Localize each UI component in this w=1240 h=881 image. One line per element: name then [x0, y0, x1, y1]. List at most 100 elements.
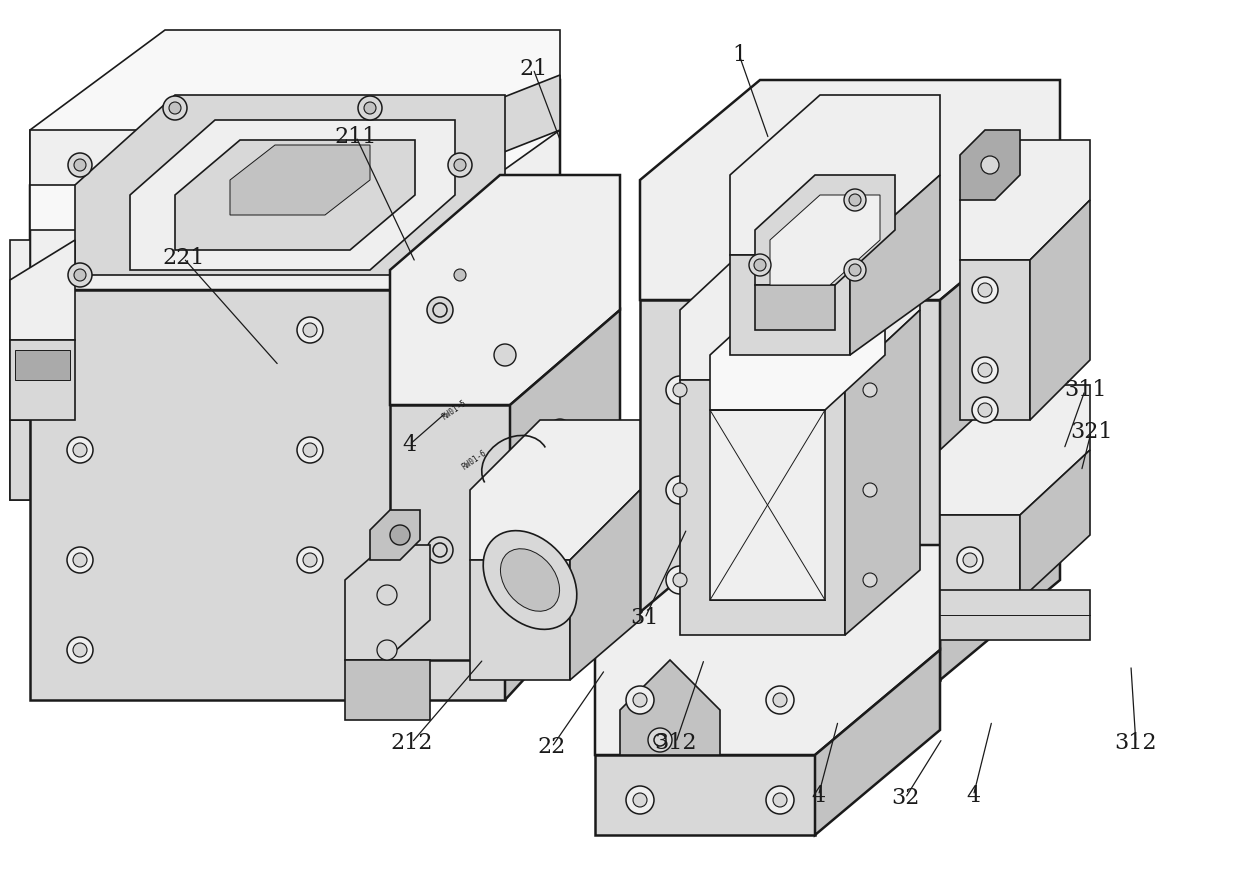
Polygon shape — [595, 545, 940, 755]
Circle shape — [844, 189, 866, 211]
Polygon shape — [30, 30, 560, 230]
Text: 1: 1 — [732, 44, 746, 65]
Circle shape — [448, 263, 472, 287]
Circle shape — [972, 397, 998, 423]
Circle shape — [454, 159, 466, 171]
Circle shape — [773, 693, 787, 707]
Circle shape — [454, 269, 466, 281]
Ellipse shape — [484, 530, 577, 629]
Polygon shape — [10, 340, 74, 420]
Text: 221: 221 — [162, 248, 205, 269]
Circle shape — [863, 573, 877, 587]
Circle shape — [303, 443, 317, 457]
Circle shape — [73, 553, 87, 567]
Text: 4: 4 — [811, 785, 826, 806]
Polygon shape — [345, 660, 430, 720]
Circle shape — [856, 566, 884, 594]
Circle shape — [453, 553, 467, 567]
Circle shape — [863, 383, 877, 397]
Polygon shape — [30, 290, 505, 700]
Polygon shape — [345, 545, 430, 660]
Polygon shape — [960, 260, 1030, 420]
Polygon shape — [391, 175, 620, 405]
Circle shape — [67, 547, 93, 573]
Circle shape — [303, 323, 317, 337]
Polygon shape — [755, 175, 895, 285]
Circle shape — [849, 264, 861, 276]
Circle shape — [427, 537, 453, 563]
Circle shape — [972, 277, 998, 303]
Polygon shape — [130, 120, 455, 270]
Polygon shape — [770, 195, 880, 285]
Polygon shape — [595, 755, 815, 835]
Polygon shape — [730, 255, 849, 355]
Polygon shape — [470, 560, 570, 680]
Polygon shape — [30, 130, 420, 185]
Text: 211: 211 — [335, 126, 377, 147]
Circle shape — [453, 443, 467, 457]
Circle shape — [773, 383, 787, 397]
Circle shape — [67, 437, 93, 463]
Polygon shape — [74, 95, 505, 275]
Polygon shape — [940, 515, 1021, 600]
Text: 312: 312 — [655, 732, 697, 753]
Circle shape — [298, 437, 322, 463]
Polygon shape — [10, 240, 74, 340]
Circle shape — [863, 483, 877, 497]
Circle shape — [649, 728, 672, 752]
Circle shape — [754, 259, 766, 271]
Text: 212: 212 — [391, 732, 433, 753]
Circle shape — [73, 443, 87, 457]
Polygon shape — [849, 175, 940, 355]
Polygon shape — [960, 130, 1021, 200]
Circle shape — [74, 269, 86, 281]
Circle shape — [766, 686, 794, 714]
Polygon shape — [391, 405, 510, 660]
Ellipse shape — [501, 549, 559, 611]
Polygon shape — [505, 185, 560, 700]
Polygon shape — [510, 310, 620, 660]
Text: 22: 22 — [538, 737, 565, 758]
Polygon shape — [755, 285, 835, 330]
Polygon shape — [175, 140, 415, 250]
Polygon shape — [420, 75, 560, 185]
Circle shape — [957, 547, 983, 573]
Circle shape — [856, 476, 884, 504]
Circle shape — [67, 637, 93, 663]
Circle shape — [494, 344, 516, 366]
Circle shape — [162, 96, 187, 120]
Text: RW01-6: RW01-6 — [460, 448, 487, 471]
Text: 31: 31 — [631, 608, 658, 629]
Circle shape — [849, 194, 861, 206]
Polygon shape — [844, 310, 920, 635]
Text: 321: 321 — [1070, 421, 1112, 442]
Polygon shape — [940, 385, 1090, 515]
Polygon shape — [1030, 200, 1090, 420]
Polygon shape — [640, 80, 1060, 300]
Circle shape — [773, 573, 787, 587]
Circle shape — [766, 376, 794, 404]
Circle shape — [169, 102, 181, 114]
Polygon shape — [711, 410, 825, 600]
Circle shape — [963, 553, 977, 567]
Circle shape — [626, 786, 653, 814]
Circle shape — [766, 786, 794, 814]
Polygon shape — [229, 145, 370, 215]
Circle shape — [448, 153, 472, 177]
Polygon shape — [570, 490, 640, 680]
Circle shape — [446, 547, 472, 573]
Text: 4: 4 — [402, 434, 417, 455]
Text: RW01-5: RW01-5 — [440, 398, 467, 422]
Circle shape — [74, 159, 86, 171]
Circle shape — [978, 403, 992, 417]
Circle shape — [446, 437, 472, 463]
Polygon shape — [711, 300, 885, 410]
Circle shape — [766, 566, 794, 594]
Circle shape — [766, 476, 794, 504]
Polygon shape — [10, 340, 30, 500]
Circle shape — [666, 476, 694, 504]
Circle shape — [632, 693, 647, 707]
Text: 311: 311 — [1064, 380, 1106, 401]
Circle shape — [68, 263, 92, 287]
Circle shape — [666, 376, 694, 404]
